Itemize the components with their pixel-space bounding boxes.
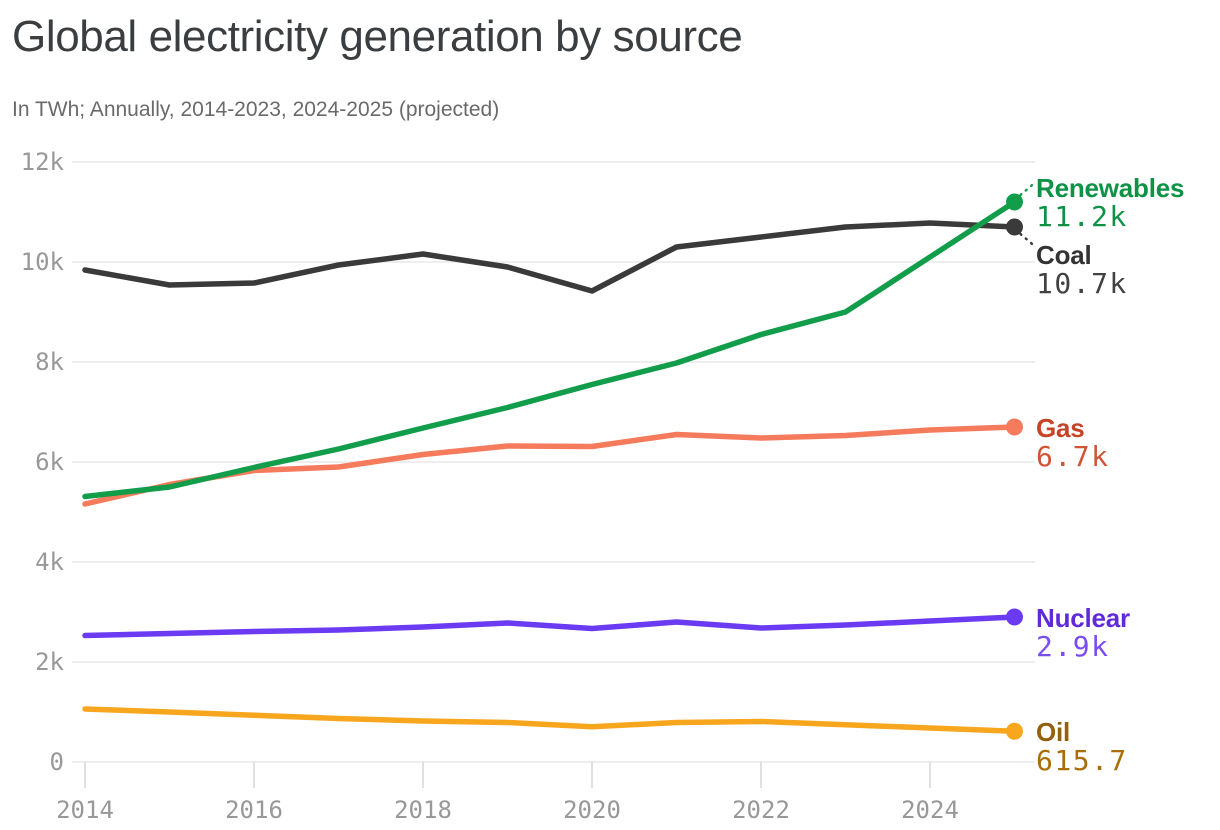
chart-title: Global electricity generation by source	[12, 12, 743, 61]
svg-text:2024: 2024	[901, 796, 959, 824]
series-label-nuclear: Nuclear 2.9k	[1036, 604, 1130, 662]
series-label-renewables: Renewables 11.2k	[1036, 174, 1184, 232]
svg-text:10k: 10k	[21, 248, 65, 276]
svg-text:2k: 2k	[35, 648, 64, 676]
svg-text:2018: 2018	[394, 796, 452, 824]
series-value: 2.9k	[1036, 630, 1110, 663]
svg-text:2016: 2016	[225, 796, 283, 824]
series-name: Oil	[1036, 717, 1071, 748]
series-value: 11.2k	[1036, 200, 1128, 233]
svg-text:8k: 8k	[35, 348, 64, 376]
svg-text:2022: 2022	[732, 796, 790, 824]
series-label-oil: Oil 615.7	[1036, 718, 1128, 776]
svg-text:12k: 12k	[21, 148, 65, 176]
svg-text:0: 0	[50, 748, 64, 776]
line-chart-canvas: 0 2k 4k 6k 8k 10k 12k 2014 2016 2018 2020 2022 2024	[21, 148, 1036, 824]
series-value: 615.7	[1036, 744, 1128, 778]
series-label-coal: Coal 10.7k	[1036, 241, 1128, 299]
series-name: Coal	[1036, 240, 1092, 270]
series-name: Nuclear	[1036, 603, 1130, 633]
series-value: 6.7k	[1036, 440, 1110, 473]
series-label-gas: Gas 6.7k	[1036, 414, 1109, 472]
series-name: Renewables	[1036, 173, 1185, 203]
svg-text:6k: 6k	[35, 448, 64, 476]
series-name: Gas	[1036, 413, 1085, 443]
chart-subtitle: In TWh; Annually, 2014-2023, 2024-2025 (…	[12, 98, 500, 121]
svg-text:2014: 2014	[56, 796, 114, 824]
svg-text:4k: 4k	[35, 548, 64, 576]
svg-text:2020: 2020	[563, 796, 621, 824]
series-value: 10.7k	[1036, 267, 1128, 300]
